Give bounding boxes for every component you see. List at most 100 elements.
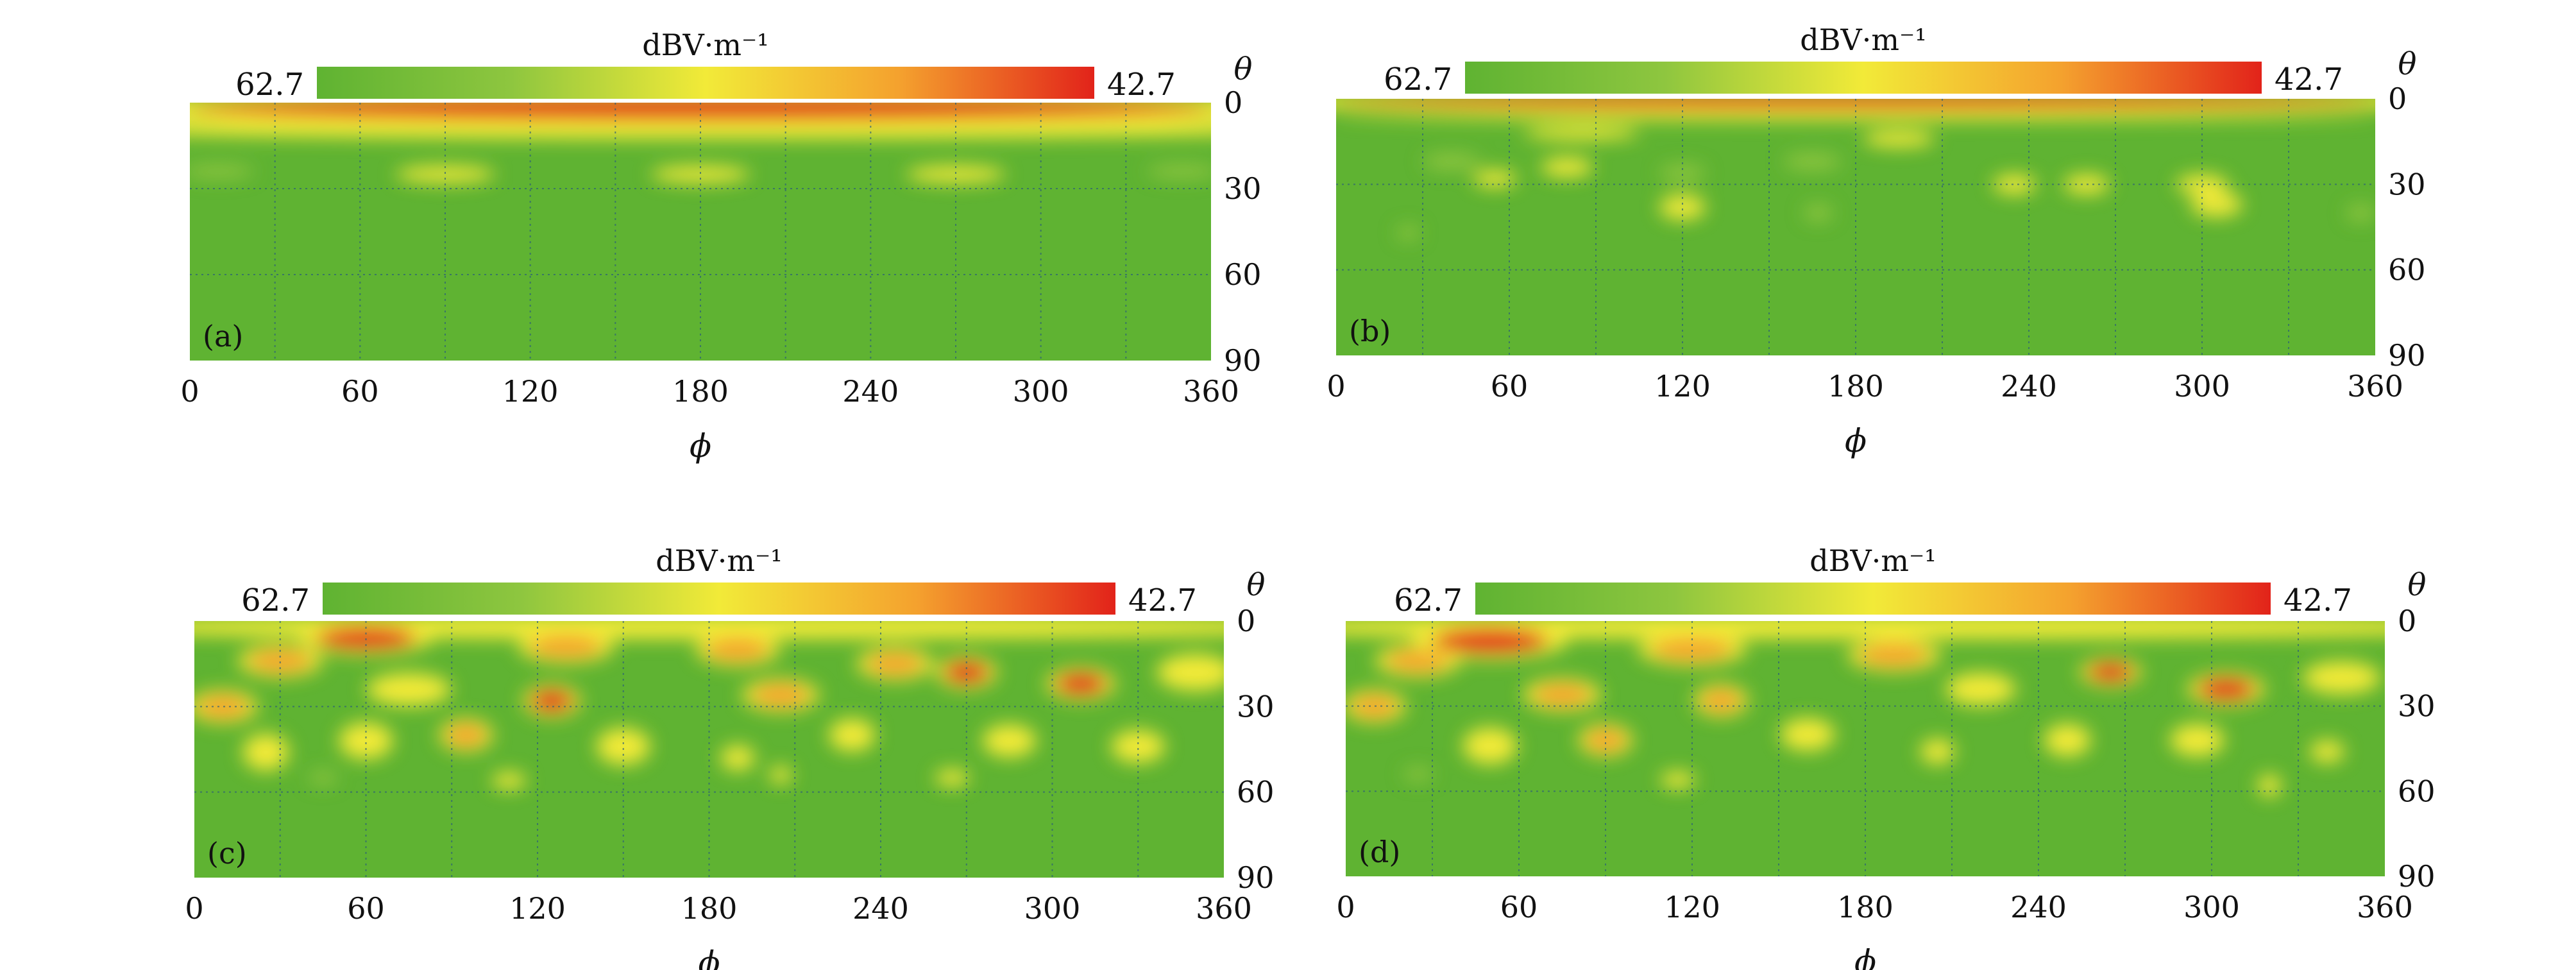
heatmap [194,621,1224,790]
heat-spot [1659,194,1706,220]
heat-spot [906,166,1006,183]
heat-spot [603,733,643,760]
heat-spot [1804,204,1833,222]
heat-spot [1336,112,2375,121]
heat-spot [2197,677,2255,701]
x-tick-label: 180 [681,891,738,926]
x-tick-label: 120 [509,891,566,926]
heat-spot [1541,157,1593,178]
y-axis-label: θ [1234,51,1253,87]
x-tick-label: 240 [852,891,909,926]
heat-spot [491,772,527,790]
heat-spot [1118,735,1158,758]
x-tick-label: 180 [1827,369,1884,404]
heat-spot [530,635,602,658]
heat-spot [530,689,573,713]
colorbar-right-value: 42.7 [2275,62,2343,98]
x-tick-label: 240 [2001,369,2057,404]
colorbar [1475,583,2271,615]
x-tick-label: 120 [502,374,559,409]
heat-spot [2312,666,2371,690]
heat-spot [248,649,312,672]
heat-spot [1787,723,1828,746]
y-tick-label: 60 [1237,775,1275,810]
colorbar-left-value: 62.7 [1394,583,1462,618]
heat-spot [1652,638,1733,661]
y-tick-label: 60 [2398,774,2436,808]
panel-label: (d) [1359,835,1400,869]
y-axis-label: θ [2408,567,2427,603]
heat-spot [1396,225,1420,240]
colorbar-right-value: 42.7 [2284,583,2352,618]
colorbar-unit-label: dBV·m⁻¹ [656,543,782,578]
y-tick-label: 0 [1237,604,1255,638]
colorbar-unit-label: dBV·m⁻¹ [1800,22,1926,57]
x-tick-label: 240 [842,374,899,409]
heat-spot [346,728,386,754]
y-tick-label: 30 [1224,171,1262,206]
colorbar-unit-label: dBV·m⁻¹ [642,28,768,62]
x-tick-label: 300 [1013,374,1069,409]
heat-spot [446,724,486,747]
x-axis-label: ϕ [1845,422,1867,459]
x-tick-label: 60 [1491,369,1529,404]
heat-spot [197,695,249,719]
y-tick-label: 0 [2388,81,2407,116]
colorbar-unit-label: dBV·m⁻¹ [1809,543,1936,578]
heat-spot [1432,628,1548,654]
colorbar-left-value: 62.7 [241,583,310,618]
grid [1336,99,2375,355]
heat-spot [935,769,970,787]
colorbar [323,583,1115,615]
y-tick-label: 30 [1237,689,1275,724]
x-tick-label: 60 [347,891,385,926]
x-tick-label: 0 [185,891,203,926]
heat-spot [1423,153,1480,171]
heat-spot [720,745,755,771]
x-tick-label: 360 [2357,890,2413,924]
heat-spot [2258,774,2281,797]
x-tick-label: 180 [1837,890,1894,924]
x-tick-label: 120 [1654,369,1711,404]
heat-spot [752,683,809,707]
x-tick-label: 360 [2347,369,2403,404]
panel-label: (b) [1349,314,1391,348]
heat-spot [1863,130,1935,148]
heat-spot [2346,204,2375,222]
heat-spot [248,739,284,765]
x-tick-label: 180 [672,374,729,409]
heat-spot [835,724,870,747]
heat-spot [2190,191,2242,217]
panel-label: (c) [207,836,247,871]
heat-spot [1920,738,1955,765]
heat-spot [1055,672,1107,695]
heat-spot [190,103,1211,120]
heat-spot [1403,767,1432,781]
y-axis-label: θ [1247,567,1266,603]
colorbar-left-value: 62.7 [235,67,304,103]
heat-spot [944,661,990,684]
panel-label: (a) [203,319,243,353]
heat-spot [1386,649,1450,672]
y-axis-label: θ [2398,46,2417,82]
heat-spot [1470,733,1511,759]
colorbar-right-value: 42.7 [1107,67,1176,103]
heat-spot [190,164,254,179]
heat-spot [2177,729,2217,752]
x-tick-label: 240 [2010,890,2067,924]
colorbar [317,67,1094,99]
x-tick-label: 300 [1024,891,1081,926]
heat-spot [650,166,750,183]
y-tick-label: 0 [2398,604,2416,638]
heat-spot [1783,153,1842,171]
heat-spot [1954,677,2007,701]
grid [190,103,1211,361]
x-tick-label: 300 [2174,369,2230,404]
x-tick-label: 360 [1196,891,1252,926]
